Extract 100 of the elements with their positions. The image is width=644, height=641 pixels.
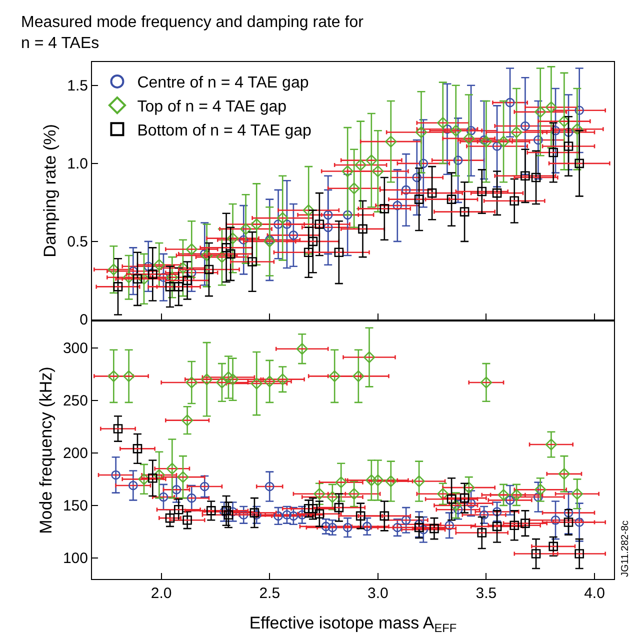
point <box>342 522 352 532</box>
point <box>492 142 502 151</box>
point <box>226 232 239 244</box>
point <box>450 500 462 512</box>
point <box>177 471 189 483</box>
y-tick-label: 300 <box>62 340 88 358</box>
point <box>372 165 384 178</box>
point <box>574 158 584 168</box>
legend-label: Bottom of n = 4 TAE gap <box>137 122 312 140</box>
point <box>413 475 425 488</box>
point <box>334 248 344 258</box>
point <box>479 510 489 520</box>
point <box>288 511 298 521</box>
point <box>334 502 344 512</box>
point <box>226 249 236 259</box>
point <box>326 491 338 503</box>
point <box>463 132 475 144</box>
point <box>138 273 150 285</box>
point <box>356 511 366 521</box>
point <box>274 511 283 521</box>
point <box>348 182 360 194</box>
point <box>401 516 411 525</box>
point <box>505 496 515 505</box>
point <box>138 473 150 486</box>
point <box>574 106 584 116</box>
point <box>323 222 333 232</box>
point <box>366 154 378 166</box>
point <box>186 376 198 388</box>
point <box>200 250 213 262</box>
point <box>174 504 184 514</box>
point <box>182 276 192 286</box>
point <box>216 376 228 388</box>
point <box>181 414 194 426</box>
point <box>550 516 560 525</box>
point <box>250 218 262 230</box>
point <box>477 186 487 196</box>
point <box>460 207 470 216</box>
point <box>172 485 182 494</box>
point <box>165 282 175 292</box>
point <box>342 210 352 220</box>
point <box>510 520 520 530</box>
point <box>362 522 372 532</box>
point <box>558 115 570 128</box>
point <box>288 230 298 240</box>
point <box>463 482 475 494</box>
point <box>132 274 142 284</box>
point <box>531 549 541 558</box>
point <box>534 492 543 502</box>
point <box>510 489 522 501</box>
point <box>302 204 314 216</box>
point <box>380 204 390 214</box>
point <box>574 549 584 558</box>
point <box>252 510 262 520</box>
point <box>446 494 456 504</box>
point <box>442 124 452 134</box>
point <box>200 482 210 492</box>
point <box>186 243 198 256</box>
point <box>108 370 120 382</box>
point <box>238 510 248 520</box>
point <box>453 504 463 514</box>
point <box>550 126 560 136</box>
point <box>412 172 422 182</box>
point <box>505 98 515 108</box>
point <box>216 251 228 263</box>
point <box>564 508 574 518</box>
point <box>108 264 120 276</box>
point <box>113 282 123 292</box>
y-tick-label: 0 <box>80 312 88 329</box>
point <box>186 268 196 278</box>
point <box>534 484 546 496</box>
point <box>264 482 274 492</box>
point <box>264 376 276 388</box>
point <box>450 124 462 137</box>
point <box>363 351 376 364</box>
point <box>466 498 476 508</box>
point <box>250 508 260 518</box>
point <box>520 518 530 528</box>
point <box>401 185 411 195</box>
x-tick-label: 4.0 <box>584 585 605 602</box>
point <box>186 493 196 503</box>
point <box>480 136 492 148</box>
legend-label: Centre of n = 4 TAE gap <box>137 74 309 92</box>
point <box>335 476 347 488</box>
point <box>446 194 456 204</box>
point <box>385 136 397 148</box>
point <box>165 513 175 523</box>
point <box>520 171 530 181</box>
point <box>238 235 248 245</box>
point <box>460 493 470 503</box>
point <box>492 522 502 532</box>
point <box>498 489 510 501</box>
legend-label: Top of n = 4 TAE gap <box>137 98 287 116</box>
x-tick-label: 3.0 <box>367 585 388 602</box>
point <box>314 488 326 500</box>
point <box>328 522 338 532</box>
point <box>122 271 135 284</box>
point <box>222 371 234 384</box>
point <box>153 469 165 481</box>
point <box>418 524 428 534</box>
point <box>492 188 502 198</box>
